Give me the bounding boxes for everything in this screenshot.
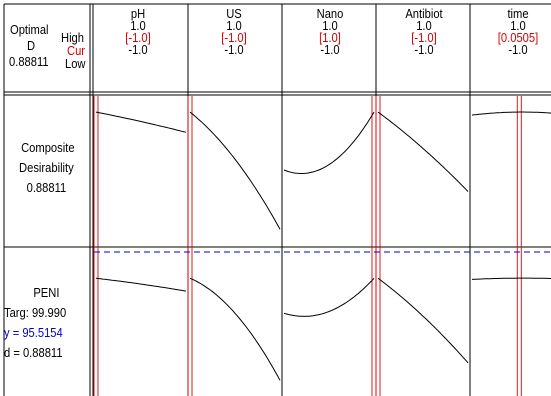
curve-desirability-Antibiot [377,111,469,192]
factor-0-low: -1.0 [128,42,148,57]
optimal-label: Optimal [10,22,49,37]
factor-3-low: -1.0 [414,42,434,57]
factor-1-low: -1.0 [224,42,244,57]
row1-line3: 0.88811 [26,180,67,195]
factor-1-cur: [-1.0] [221,30,247,45]
factor-0-name: pH [130,6,146,21]
low-label: Low [65,56,86,71]
row2-line2: Targ: 99.990 [4,305,67,320]
row2-line1: PENI [33,285,60,300]
high-label: High [61,30,85,45]
factor-3-cur: [-1.0] [411,30,437,45]
curve-desirability-Nano [283,111,375,174]
d-label: D [27,38,36,53]
row2-line4: d = 0.88811 [4,345,63,360]
row1-line2: Desirability [19,160,74,175]
curve-desirability-pH [95,111,187,133]
curve-peni-pH [95,277,187,292]
curve-desirability-time [471,111,551,116]
cur-label: Cur [67,43,86,58]
factor-1-high: 1.0 [226,18,242,33]
optimal-d-value: 0.88811 [9,54,49,69]
factor-2-cur: [1.0] [319,30,341,45]
factor-2-high: 1.0 [322,18,338,33]
factor-2-name: Nano [316,6,344,21]
curve-peni-US [189,277,281,381]
factor-4-cur: [0.0505] [497,30,539,45]
factor-3-high: 1.0 [416,18,432,33]
curve-desirability-US [189,111,281,230]
factor-3-name: Antibiot [405,6,443,21]
factor-4-low: -1.0 [508,42,528,57]
row2-line3: y = 95.5154 [4,325,63,340]
factor-0-cur: [-1.0] [125,30,151,45]
curve-peni-Antibiot [377,277,469,364]
factor-0-high: 1.0 [130,18,146,33]
factor-2-low: -1.0 [320,42,340,57]
factor-4-high: 1.0 [510,18,526,33]
curve-peni-Nano [283,277,375,317]
factor-1-name: US [226,6,242,21]
row1-line1: Composite [21,140,75,155]
curve-peni-time [471,277,551,280]
factor-4-name: time [507,6,529,21]
